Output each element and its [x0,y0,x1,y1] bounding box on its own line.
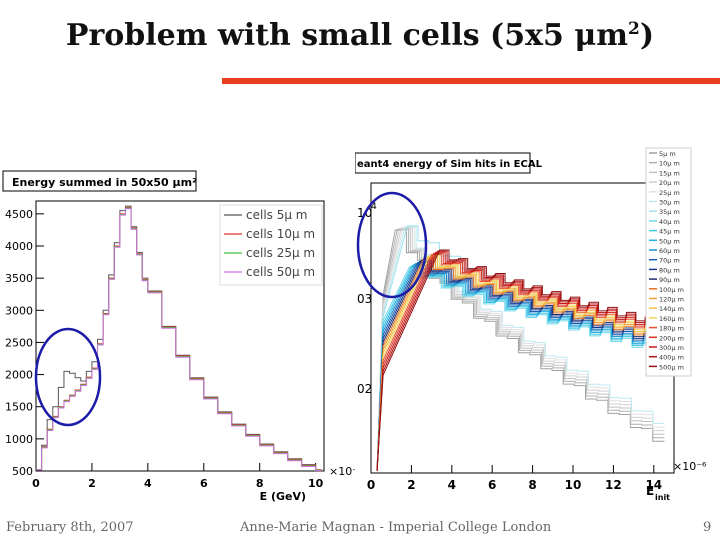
right-ytick-label: 02 [357,382,372,396]
left-xtick-label: 6 [200,477,208,490]
title-text: Problem with small cells (5x5 μm [65,18,629,53]
right-series-line [376,227,665,472]
title-close-paren: ) [639,18,655,53]
left-series-line [36,205,322,471]
left-xtick-label: 8 [256,477,264,490]
right-xtick-label: 14 [645,478,662,492]
left-legend: cells 5μ m cells 10μ m cells 25μ m cells 50… [219,204,323,286]
right-chart-title-box [355,152,531,174]
right-legend-label: 100μ m [659,286,684,294]
title-superscript: 2 [628,19,640,39]
right-xtick-label: 0 [367,478,375,492]
left-legend-label: cells 50μ m [246,265,315,279]
right-xtick-label: 6 [488,478,496,492]
right-legend-label: 140μ m [659,305,684,313]
right-legend-label: 35μ m [659,208,680,216]
left-ytick-label: 3500 [5,272,33,285]
right-legend-label: 10μ m [659,160,680,168]
right-legend-label: 60μ m [659,247,680,255]
left-series-group [36,205,322,472]
left-xtick-label: 4 [144,477,152,490]
left-legend-label: cells 10μ m [246,227,315,241]
left-energy-chart: Energy summed in 50x50 μm² 5001000150020… [0,165,355,510]
right-energy-chart: eant4 energy of Sim hits in ECAL 0 2 4 6 8 10… [355,145,720,505]
left-y-axis: 500 1000 1500 2000 2500 3000 3500 4000 4500 [5,208,44,478]
left-ytick-label: 2000 [5,369,33,382]
footer-date: February 8th, 2007 [6,520,134,535]
right-legend-label: 120μ m [659,296,684,304]
right-ytick-exponent: 4 [371,202,377,212]
footer-page-number: 9 [703,520,712,535]
right-legend-label: 20μ m [659,179,680,187]
left-series-line [36,208,322,472]
left-x-axis-label: E (GeV) [260,490,306,503]
right-legend-label: 50μ m [659,237,680,245]
left-legend-label: cells 5μ m [246,208,308,222]
right-legend-label: 40μ m [659,218,680,226]
left-highlight-circle [34,327,102,427]
right-legend-label: 90μ m [659,276,680,284]
right-series-line [376,226,665,472]
right-legend-label: 30μ m [659,199,680,207]
right-xtick-label: 12 [605,478,622,492]
right-legend-label: 5μ m [659,150,676,158]
right-legend-label: 500μ m [659,363,684,371]
right-series-line [376,249,665,472]
slide-title: Problem with small cells (5x5 μm2) [0,18,720,53]
right-xtick-label: 10 [565,478,582,492]
right-series-line [376,229,665,472]
left-xtick-label: 0 [32,477,40,490]
right-legend-label: 180μ m [659,325,684,333]
right-highlight-circle [356,191,428,299]
right-x-axis-label: E [646,484,654,498]
left-ytick-label: 3000 [5,304,33,317]
left-x-exponent: ×10⁻⁶ [329,465,355,478]
right-xtick-label: 2 [407,478,415,492]
footer-author: Anne-Marie Magnan - Imperial College Lon… [240,520,552,535]
left-ytick-label: 4500 [5,208,33,221]
right-legend-label: 160μ m [659,315,684,323]
left-xtick-label: 10 [308,477,324,490]
left-ytick-label: 500 [12,465,33,478]
left-legend-label: cells 25μ m [246,246,315,260]
right-x-exponent: ×10⁻⁶ [673,460,707,473]
right-legend-label: 45μ m [659,228,680,236]
right-legend-label: 400μ m [659,354,684,362]
right-legend-label: 80μ m [659,266,680,274]
left-xtick-label: 2 [88,477,96,490]
left-ytick-label: 1000 [5,433,33,446]
right-chart-title: eant4 energy of Sim hits in ECAL [357,159,543,170]
right-legend-label: 25μ m [659,189,680,197]
right-series-group [376,225,665,472]
right-x-axis-label-subscript: init [655,493,670,502]
left-chart-title-box [2,170,197,192]
title-accent-rule [222,78,720,84]
left-ytick-label: 2500 [5,336,33,349]
right-xtick-label: 4 [448,478,456,492]
right-xtick-label: 8 [528,478,536,492]
right-x-axis: 0 2 4 6 8 10 12 14 [367,465,662,492]
right-legend-label: 300μ m [659,344,684,352]
left-ytick-label: 4000 [5,240,33,253]
left-chart-title: Energy summed in 50x50 μm² [12,176,197,189]
left-ytick-label: 1500 [5,401,33,414]
right-ytick-label: 03 [357,292,372,306]
right-legend-label: 15μ m [659,169,680,177]
right-legend-label: 200μ m [659,334,684,342]
left-x-axis: 0 2 4 6 8 10 [32,463,324,490]
right-legend-label: 70μ m [659,257,680,265]
